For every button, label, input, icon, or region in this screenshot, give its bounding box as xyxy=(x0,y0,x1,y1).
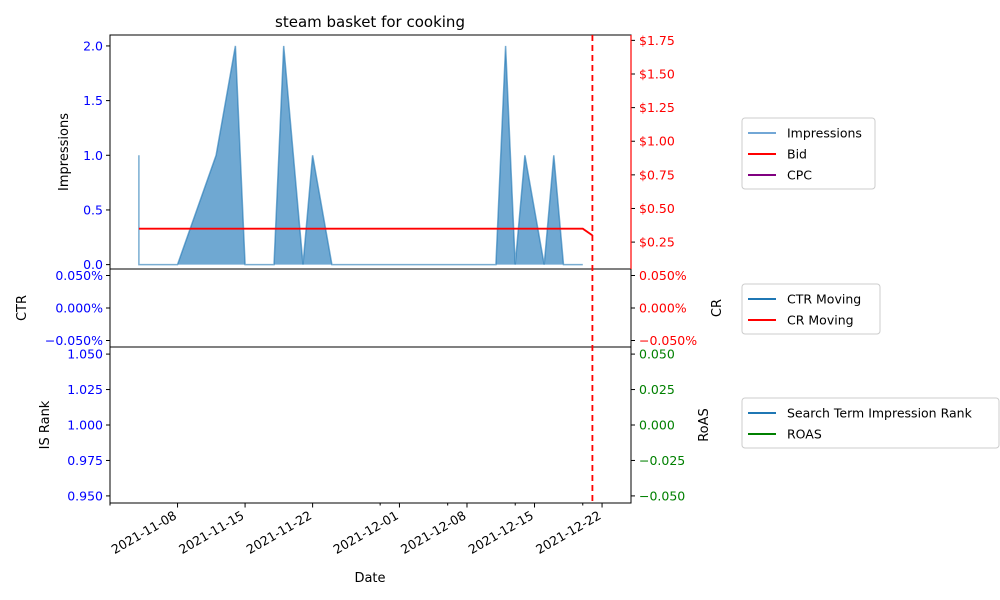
panel-1-y-tick-label: −0.050% xyxy=(45,333,103,348)
panel-0-y-tick-label: 0.5 xyxy=(83,202,103,217)
panel-2-frame xyxy=(109,346,632,504)
legend-0-box xyxy=(741,117,876,190)
x-tick-label: 2021-11-15 xyxy=(176,508,246,557)
bid-line xyxy=(138,227,593,237)
x-tick-label: 2021-12-08 xyxy=(398,508,468,557)
panel-2-y-tick-label: 1.000 xyxy=(67,418,103,433)
panel-1-y2-tick-label: 0.000% xyxy=(639,301,687,316)
panel-2-y-tick-label: 1.050 xyxy=(67,347,103,362)
x-tick-label: 2021-12-01 xyxy=(331,508,401,557)
panel-0-y2-tick-label: $1.50 xyxy=(639,67,675,82)
panel-2-y2-tick-label: −0.050 xyxy=(639,488,685,503)
panel-1-y2-tick-label: −0.050% xyxy=(639,333,697,348)
legend-1-label: CTR Moving xyxy=(787,292,861,307)
panel-0-y2-tick-label: $0.25 xyxy=(639,235,675,250)
legend-0-label: Bid xyxy=(787,147,807,162)
is-rank-axis-label: IS Rank xyxy=(38,400,53,449)
panel-1-frame xyxy=(109,268,632,348)
panel-0-y2-tick-label: $1.75 xyxy=(639,33,675,48)
panel-1-y-tick-label: 0.050% xyxy=(55,268,103,283)
impressions-axis-label: Impressions xyxy=(57,113,72,191)
x-tick-label: 2021-12-15 xyxy=(466,508,536,557)
panel-0-y-tick-label: 1.5 xyxy=(83,93,103,108)
legend-0-label: Impressions xyxy=(787,126,862,141)
x-tick-label: 2021-11-22 xyxy=(244,508,314,557)
panel-2-y2-tick-label: −0.025 xyxy=(639,453,685,468)
panel-0-y-tick-label: 0.0 xyxy=(83,257,103,272)
legend-2-box xyxy=(741,397,1000,449)
legend-2-label: Search Term Impression Rank xyxy=(787,406,973,421)
impressions-line xyxy=(138,45,583,266)
roas-axis-label: RoAS xyxy=(697,408,712,442)
panel-2-y-tick-label: 0.975 xyxy=(67,453,103,468)
panel-0-y-tick-label: 1.0 xyxy=(83,148,103,163)
legend-2-label: ROAS xyxy=(787,427,822,442)
panel-2-y-tick-label: 0.950 xyxy=(67,488,103,503)
legend-1-box xyxy=(741,283,881,335)
panel-2-y2-tick-label: 0.025 xyxy=(639,382,675,397)
cr-axis-label: CR xyxy=(710,299,725,317)
panel-2-y2-tick-label: 0.000 xyxy=(639,418,675,433)
chart-panels: 0.0 0.5 1.0 1.5 2.0 $0.25 $0.50 $0.75 $1.00 $1.25… xyxy=(15,33,1000,557)
panel-0-y2-tick-label: $1.00 xyxy=(639,134,675,149)
x-tick-label: 2021-12-22 xyxy=(533,508,603,557)
x-axis-label: Date xyxy=(354,571,385,586)
impressions-area xyxy=(138,45,583,265)
panel-0-y-tick-label: 2.0 xyxy=(83,38,103,53)
panel-0-y2-tick-label: $1.25 xyxy=(639,100,675,115)
legend-0-label: CPC xyxy=(787,168,812,183)
panel-2-y2-tick-label: 0.050 xyxy=(639,347,675,362)
chart-title: steam basket for cooking xyxy=(275,13,465,31)
panel-0-y2-tick-label: $0.50 xyxy=(639,201,675,216)
panel-2-y-tick-label: 1.025 xyxy=(67,382,103,397)
panel-1-y-tick-label: 0.000% xyxy=(55,301,103,316)
legend-1-label: CR Moving xyxy=(787,313,854,328)
ctr-axis-label: CTR xyxy=(15,295,30,321)
x-tick-label: 2021-11-08 xyxy=(109,508,179,557)
panel-1-y2-tick-label: 0.050% xyxy=(639,268,687,283)
panel-0-y2-tick-label: $0.75 xyxy=(639,167,675,182)
